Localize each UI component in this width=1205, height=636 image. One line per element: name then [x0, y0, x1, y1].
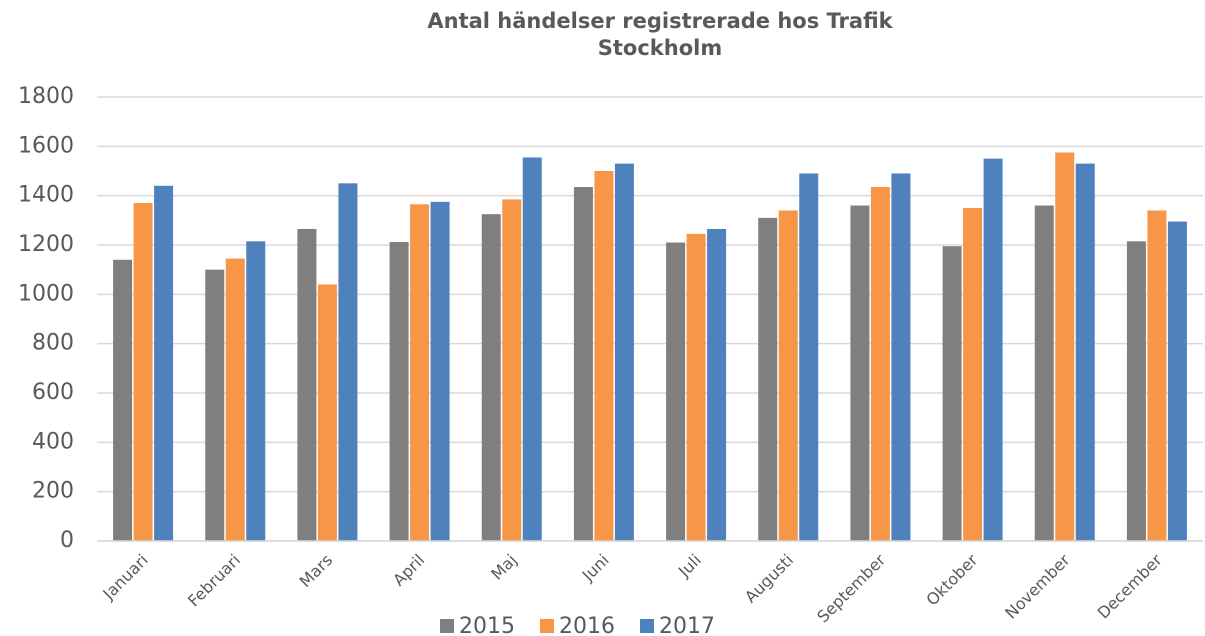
legend-swatch	[640, 619, 654, 633]
y-tick-label: 1400	[18, 183, 74, 208]
bar	[113, 259, 133, 541]
legend-swatch	[540, 619, 554, 633]
bar	[614, 163, 634, 541]
bar	[870, 187, 890, 542]
bar	[686, 233, 706, 541]
y-tick-label: 0	[60, 528, 74, 553]
bar	[410, 204, 430, 542]
x-tick-label: Mars	[296, 550, 337, 591]
bar	[666, 242, 686, 542]
bar	[154, 185, 174, 542]
bar	[778, 210, 798, 541]
y-tick-label: 800	[32, 331, 74, 356]
legend-label: 2016	[559, 614, 615, 636]
bar	[133, 203, 153, 542]
x-tick-label: November	[1001, 550, 1074, 623]
x-tick-label: Juli	[674, 550, 705, 581]
bar	[707, 228, 727, 541]
y-tick-label: 400	[32, 429, 74, 454]
bar	[225, 258, 245, 541]
x-tick-label: December	[1094, 550, 1166, 622]
chart-title: Antal händelser registrerade hos Trafik …	[427, 9, 893, 60]
x-tick-label: April	[389, 550, 428, 589]
bar	[963, 208, 983, 541]
bar	[430, 201, 450, 542]
legend-swatch	[440, 619, 454, 633]
bar	[1034, 205, 1054, 542]
bar	[983, 158, 1003, 541]
bar	[1055, 152, 1075, 541]
y-tick-label: 600	[32, 380, 74, 405]
y-tick-label: 1600	[18, 133, 74, 158]
bar	[1167, 221, 1187, 542]
bar	[758, 217, 778, 541]
x-tick-label: Augusti	[741, 550, 797, 606]
bar	[850, 205, 870, 542]
bar	[297, 228, 317, 541]
bar	[891, 173, 911, 541]
x-tick-label: September	[813, 550, 889, 626]
bar	[1075, 163, 1095, 541]
bar	[205, 269, 225, 541]
bar	[317, 284, 337, 541]
bar	[1147, 210, 1167, 541]
bar	[481, 214, 501, 541]
x-tick-label: Juni	[578, 550, 613, 585]
bar	[522, 157, 542, 541]
bar	[502, 199, 522, 541]
bar	[1126, 241, 1146, 542]
legend-label: 2015	[459, 614, 515, 636]
y-tick-label: 1000	[18, 281, 74, 306]
x-tick-label: Februari	[184, 550, 244, 610]
x-tick-label: Oktober	[922, 550, 981, 609]
y-tick-label: 200	[32, 479, 74, 504]
x-tick-label: Januari	[98, 550, 151, 603]
y-tick-label: 1800	[18, 84, 74, 109]
bar	[799, 173, 819, 541]
bar	[389, 242, 409, 542]
bar	[594, 171, 614, 541]
legend-label: 2017	[659, 614, 715, 636]
y-tick-label: 1200	[18, 232, 74, 257]
x-tick-label: Maj	[487, 550, 520, 583]
bar	[338, 183, 358, 542]
bar	[573, 187, 593, 542]
bar	[942, 246, 962, 541]
bar	[246, 241, 266, 542]
